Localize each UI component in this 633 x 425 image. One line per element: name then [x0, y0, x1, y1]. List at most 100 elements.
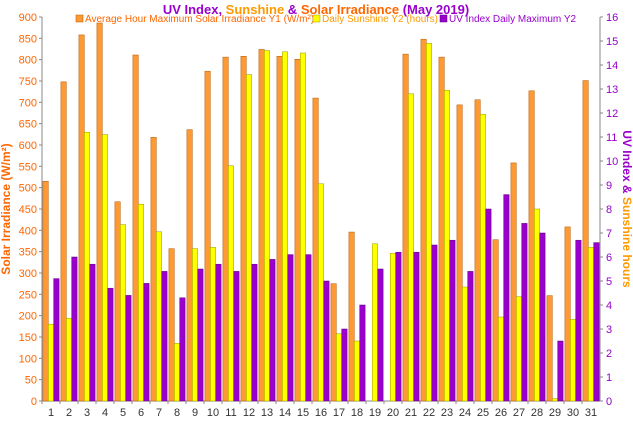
x-axis-tick-label: 25 — [477, 407, 489, 419]
y-axis-left-tick-label: 550 — [19, 161, 37, 173]
bar — [341, 328, 348, 402]
y-axis-right-tick-label: 9 — [606, 180, 612, 192]
bar — [449, 239, 456, 402]
bar — [420, 38, 427, 402]
bar — [516, 296, 522, 402]
y-axis-right-tick-label: 0 — [606, 396, 612, 408]
bar — [359, 304, 366, 402]
y-axis-left-tick-label: 350 — [19, 247, 37, 259]
bar — [408, 93, 414, 402]
bar — [330, 283, 337, 402]
x-axis-tick-label: 31 — [585, 407, 597, 419]
bar — [503, 194, 510, 402]
bar — [53, 278, 60, 402]
x-axis-tick-label: 26 — [495, 407, 507, 419]
y-axis-right-tick-label: 5 — [606, 276, 612, 288]
bar — [143, 283, 150, 402]
y-axis-left-tick-label: 650 — [19, 119, 37, 131]
bar — [377, 268, 384, 402]
x-axis-tick-label: 16 — [315, 407, 327, 419]
bar — [294, 58, 301, 402]
y-axis-right-tick-label: 15 — [606, 36, 618, 48]
y-axis-left-tick-label: 150 — [19, 332, 37, 344]
bar — [305, 254, 312, 402]
bar — [521, 223, 528, 402]
bars-layer — [42, 22, 600, 402]
x-axis-tick-label: 8 — [174, 407, 180, 419]
bar — [107, 287, 114, 402]
y-axis-left-tick-label: 250 — [19, 289, 37, 301]
bar — [161, 271, 168, 402]
bar — [246, 74, 252, 402]
y-axis-left-tick-label: 0 — [31, 396, 37, 408]
chart-title-part: Solar Irradiance — [301, 2, 399, 17]
bar — [354, 340, 360, 402]
bar — [575, 239, 582, 402]
x-axis-tick-label: 15 — [297, 407, 309, 419]
bar — [318, 183, 324, 402]
x-axis-tick-label: 10 — [207, 407, 219, 419]
bar — [492, 239, 499, 402]
bar — [96, 22, 103, 402]
bar — [552, 398, 558, 402]
bar — [168, 248, 175, 402]
bar — [588, 247, 594, 402]
bar — [179, 297, 186, 402]
legend-label: Average Hour Maximum Solar Irradiance Y1… — [85, 14, 314, 25]
bar — [215, 263, 222, 402]
bar — [210, 247, 216, 402]
bar — [456, 104, 463, 402]
x-axis-tick-label: 7 — [156, 407, 162, 419]
x-axis-tick-label: 13 — [261, 407, 273, 419]
y-axis-right-tick-label: 8 — [606, 204, 612, 216]
bar — [174, 343, 180, 402]
bar — [485, 208, 492, 402]
bar — [528, 90, 535, 402]
x-axis-tick-label: 4 — [102, 407, 108, 419]
x-axis-tick-label: 29 — [549, 407, 561, 419]
bar — [240, 56, 247, 402]
bar — [431, 244, 438, 402]
chart-title-part: (May 2019) — [399, 2, 469, 17]
x-axis-tick-label: 22 — [423, 407, 435, 419]
y-axis-right-tick-label: 6 — [606, 252, 612, 264]
y-axis-right-tick-label: 16 — [606, 12, 618, 24]
legend-label: Daily Sunshine Y2 (hours) — [322, 14, 438, 25]
y-axis-left-tick-label: 500 — [19, 183, 37, 195]
bar — [222, 56, 229, 402]
legend-label: UV Index Daily Maximum Y2 — [449, 14, 577, 25]
y-axis-left-tick-label: 200 — [19, 311, 37, 323]
series-0-bars — [42, 22, 589, 402]
bar — [564, 226, 571, 402]
y-axis-left-tick-label: 700 — [19, 97, 37, 109]
y-axis-left-tick-label: 750 — [19, 76, 37, 88]
bar — [78, 34, 85, 402]
y-axis-right-tick-label: 14 — [606, 60, 618, 72]
bar — [336, 333, 342, 402]
bar — [395, 251, 402, 402]
bar — [84, 131, 90, 402]
bar — [276, 56, 283, 402]
y-axis-right-tick-label: 13 — [606, 84, 618, 96]
y-axis-right-tick-label: 7 — [606, 228, 612, 240]
bar — [557, 340, 564, 402]
y-axis-left: 0 50 100 150 200 250 300 350 400 450 500 550 600 650 7… — [19, 12, 43, 408]
bar — [204, 70, 211, 402]
x-axis-tick-label: 2 — [66, 407, 72, 419]
bar — [444, 89, 450, 402]
x-axis-tick-label: 20 — [387, 407, 399, 419]
chart-title-part: Sunshine — [226, 2, 285, 17]
bar — [539, 232, 546, 402]
y-axis-left-label: Solar Irradiance (W/m²) — [0, 143, 13, 274]
bar — [125, 295, 132, 402]
x-axis-tick-label: 23 — [441, 407, 453, 419]
bar — [462, 286, 468, 402]
legend-swatch — [312, 14, 321, 23]
y-axis-left-tick-label: 300 — [19, 268, 37, 280]
y-axis-right-tick-label: 3 — [606, 324, 612, 336]
y-axis-right-tick-label: 12 — [606, 108, 618, 120]
bar — [534, 208, 540, 402]
